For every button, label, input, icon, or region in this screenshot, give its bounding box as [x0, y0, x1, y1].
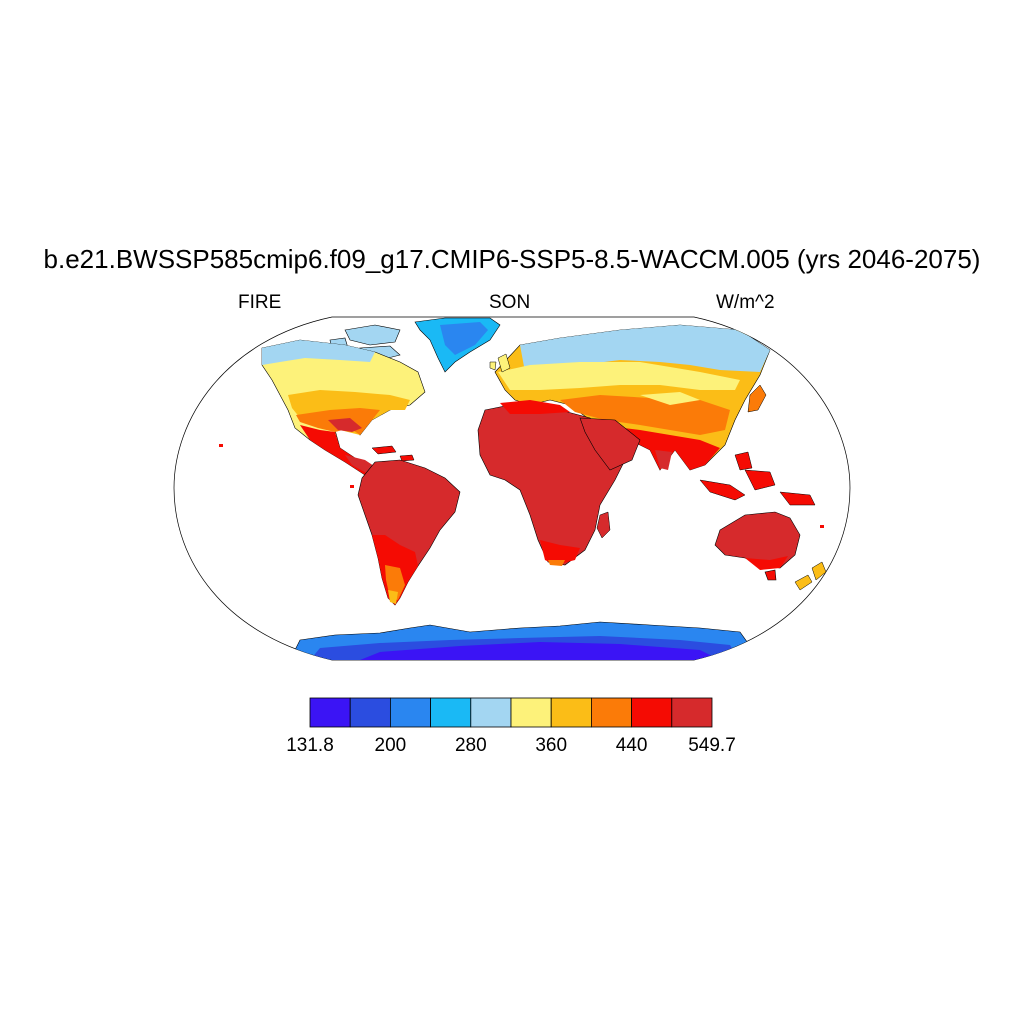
colorbar-tick-label: 549.7	[688, 735, 736, 756]
british-isles	[489, 353, 511, 373]
colorbar-tick-label: 131.8	[286, 735, 334, 756]
arabia	[579, 417, 641, 471]
africa	[477, 400, 626, 566]
small-islands	[219, 444, 824, 528]
colorbar-tick-label: 280	[454, 735, 487, 756]
colorbar	[309, 697, 713, 728]
colorbar-tick-label: 360	[535, 735, 568, 756]
colorbar-swatch	[309, 697, 351, 728]
colorbar-swatch	[631, 697, 673, 728]
colorbar-tick-label: 200	[374, 735, 407, 756]
south-america	[357, 459, 461, 606]
north-america	[261, 339, 426, 491]
colorbar-swatch	[470, 697, 512, 728]
season-label: SON	[489, 292, 531, 313]
caribbean-islands	[371, 445, 415, 462]
japan	[747, 384, 767, 413]
colorbar-swatch	[349, 697, 391, 728]
colorbar-swatch	[671, 697, 713, 728]
madagascar	[596, 511, 611, 539]
southeast-asia-islands	[699, 451, 816, 506]
greenland	[414, 317, 501, 373]
antarctica	[289, 621, 761, 660]
eurasia	[494, 324, 771, 471]
plot-title: b.e21.BWSSP585cmip6.f09_g17.CMIP6-SSP5-8…	[43, 244, 981, 274]
units-label: W/m^2	[716, 292, 775, 313]
colorbar-swatch	[430, 697, 472, 728]
colorbar-tick-label: 440	[615, 735, 648, 756]
australia	[714, 511, 801, 581]
colorbar-swatch	[389, 697, 431, 728]
colorbar-swatch	[591, 697, 633, 728]
variable-label: FIRE	[238, 292, 282, 313]
colorbar-swatch	[510, 697, 552, 728]
colorbar-swatch	[550, 697, 592, 728]
